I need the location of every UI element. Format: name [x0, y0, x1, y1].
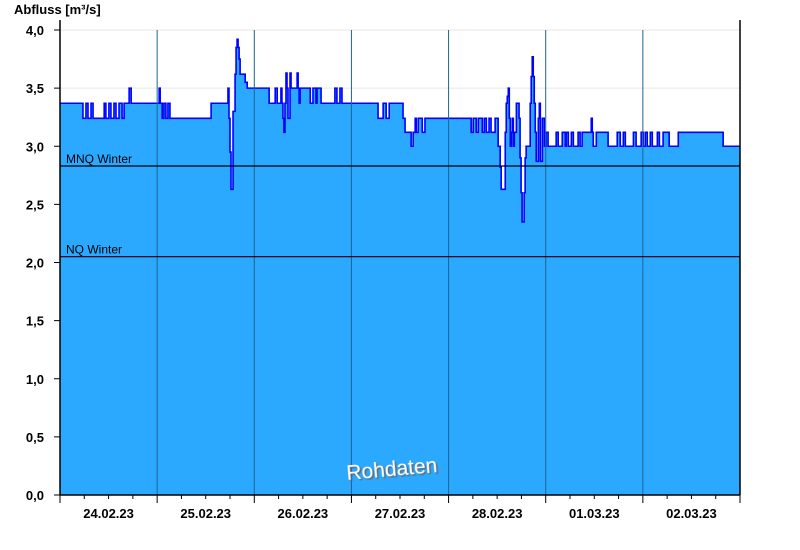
x-tick-label: 26.02.23: [278, 506, 329, 521]
y-tick-label: 4,0: [26, 23, 44, 38]
y-tick-label: 2,5: [26, 197, 44, 212]
y-tick-label: 1,5: [26, 314, 44, 329]
x-axis-ticks: 24.02.23 25.02.23 26.02.23 27.02.23 28.02.23…: [59, 495, 741, 521]
day-separator-lines: [156, 30, 644, 495]
y-tick-label: 0,5: [26, 430, 44, 445]
x-tick-label: 28.02.23: [472, 506, 523, 521]
discharge-line: [60, 38, 740, 223]
x-tick-label: 25.02.23: [180, 506, 231, 521]
y-tick-label: 3,0: [26, 139, 44, 154]
reference-line-label: MNQ Winter: [66, 152, 132, 166]
y-tick-label: 0,0: [26, 488, 44, 503]
data-area: [60, 38, 740, 496]
x-tick-label: 01.03.23: [569, 506, 620, 521]
y-axis-ticks: 0,0 0,5 1,0 1,5 2,0 2,5 3,0 3,5 4,0: [26, 23, 60, 503]
y-tick-label: 3,5: [26, 81, 44, 96]
y-tick-label: 1,0: [26, 372, 44, 387]
y-axis-title: Abfluss [m³/s]: [14, 2, 101, 17]
x-tick-label: 27.02.23: [375, 506, 426, 521]
reference-lines: MNQ Winter NQ Winter: [60, 152, 740, 258]
x-tick-label: 24.02.23: [83, 506, 134, 521]
discharge-area: [60, 39, 740, 496]
y-tick-label: 2,0: [26, 256, 44, 271]
x-tick-label: 02.03.23: [666, 506, 717, 521]
reference-line-label: NQ Winter: [66, 243, 122, 257]
